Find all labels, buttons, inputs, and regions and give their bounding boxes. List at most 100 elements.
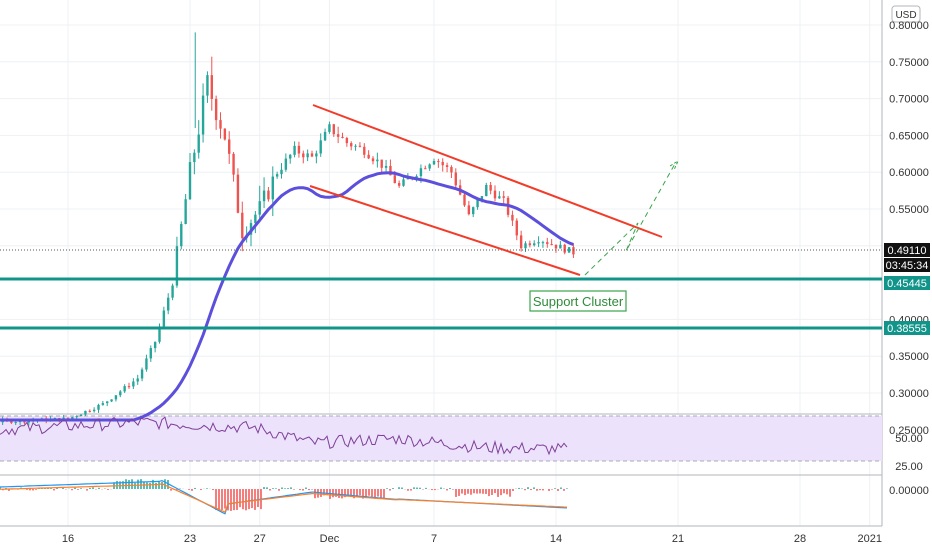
time-axis[interactable]: 16 23 27 Dec 7 14 21 28 2021	[62, 533, 882, 545]
candle-body	[384, 165, 388, 168]
candle-body	[136, 378, 139, 382]
support-1-value: 0.45445	[887, 278, 927, 290]
candle-body	[515, 220, 518, 236]
current-price-value: 0.49110	[888, 245, 927, 257]
candle-body	[550, 244, 553, 246]
time-tick-label: 28	[794, 533, 806, 545]
candle-body	[350, 143, 353, 147]
candle-body	[223, 128, 227, 140]
candle-body	[367, 154, 370, 159]
countdown-tag	[884, 258, 930, 272]
candle-body	[66, 417, 70, 419]
support-cluster-annotation[interactable]: Support Cluster	[529, 290, 627, 312]
candle-body	[258, 201, 261, 215]
price-axis[interactable]: USD 0.80000 0.75000 0.70000 0.65000 0.60000 0…	[884, 5, 930, 497]
candle-body	[315, 153, 318, 157]
candle-body	[27, 420, 30, 423]
current-price-tag	[884, 243, 930, 257]
candle-body	[271, 176, 274, 200]
candle-body	[267, 190, 270, 200]
candle-body	[371, 158, 375, 162]
candle-body	[127, 386, 131, 388]
candle-body	[498, 196, 501, 199]
time-tick-label: 27	[254, 533, 266, 545]
candlestick-series	[1, 32, 575, 426]
candle-body	[79, 414, 83, 417]
candle-body	[210, 75, 213, 99]
candle-body	[188, 162, 192, 200]
candle-body	[567, 247, 571, 253]
candle-body	[559, 244, 562, 249]
candle-body	[306, 153, 309, 158]
support-2-value: 0.38555	[887, 323, 927, 335]
rsi-line	[0, 416, 568, 456]
candle-body	[476, 199, 479, 208]
candle-body	[284, 158, 288, 170]
price-tick-label: 0.30000	[889, 388, 929, 400]
candle-body	[319, 140, 322, 154]
candle-body	[123, 386, 126, 392]
candle-body	[450, 166, 453, 173]
candle-body	[132, 381, 135, 387]
candle-body	[297, 145, 301, 154]
candle-body	[71, 416, 74, 419]
candle-body	[232, 153, 235, 175]
projection-arrowhead	[669, 159, 680, 171]
price-tick-label: 0.80000	[889, 20, 929, 32]
candle-body	[511, 214, 514, 221]
candle-body	[153, 341, 157, 349]
candle-body	[275, 174, 279, 177]
candle-body	[328, 124, 331, 132]
candle-body	[432, 161, 436, 165]
candle-body	[533, 243, 536, 246]
candle-body	[397, 183, 401, 186]
candle-body	[171, 285, 174, 298]
candle-body	[341, 136, 344, 138]
candle-body	[254, 214, 257, 224]
candle-body	[402, 179, 405, 186]
candle-body	[193, 152, 196, 163]
candle-body	[197, 134, 200, 153]
channel-upper-line[interactable]	[312, 104, 663, 238]
candle-body	[241, 212, 244, 239]
candle-body	[472, 207, 475, 215]
candle-body	[454, 172, 457, 186]
candle-body	[363, 146, 366, 155]
candle-body	[336, 134, 340, 137]
time-tick-label: 16	[62, 533, 74, 545]
candle-body	[97, 404, 100, 410]
candle-body	[180, 223, 183, 247]
candle-body	[262, 190, 266, 202]
candle-body	[201, 95, 205, 135]
currency-badge[interactable]	[891, 5, 921, 23]
candle-body	[323, 131, 327, 141]
candle-body	[541, 242, 545, 244]
candle-body	[145, 358, 148, 370]
candle-body	[393, 175, 396, 184]
channel-lower-line[interactable]	[309, 185, 581, 276]
candle-body	[101, 403, 105, 405]
candle-body	[236, 174, 240, 213]
candle-body	[14, 422, 17, 424]
candle-body	[445, 165, 449, 167]
projection-path	[584, 161, 677, 276]
candle-body	[88, 410, 91, 412]
candle-body	[415, 176, 418, 179]
candle-body	[354, 145, 357, 147]
signal-line	[0, 483, 568, 513]
price-tick-label: 0.60000	[889, 167, 929, 179]
time-tick-label: 21	[672, 533, 684, 545]
candle-body	[428, 164, 431, 169]
candle-body	[554, 244, 558, 249]
annotation-label: Support Cluster	[533, 294, 624, 309]
price-tick-label: 0.75000	[889, 57, 929, 69]
candle-body	[219, 120, 222, 129]
candle-body	[158, 326, 161, 342]
candle-body	[485, 185, 488, 197]
candle-body	[167, 297, 170, 311]
candle-body	[293, 145, 296, 155]
candle-body	[110, 399, 113, 402]
candle-body	[480, 196, 484, 200]
candle-body	[358, 145, 362, 147]
